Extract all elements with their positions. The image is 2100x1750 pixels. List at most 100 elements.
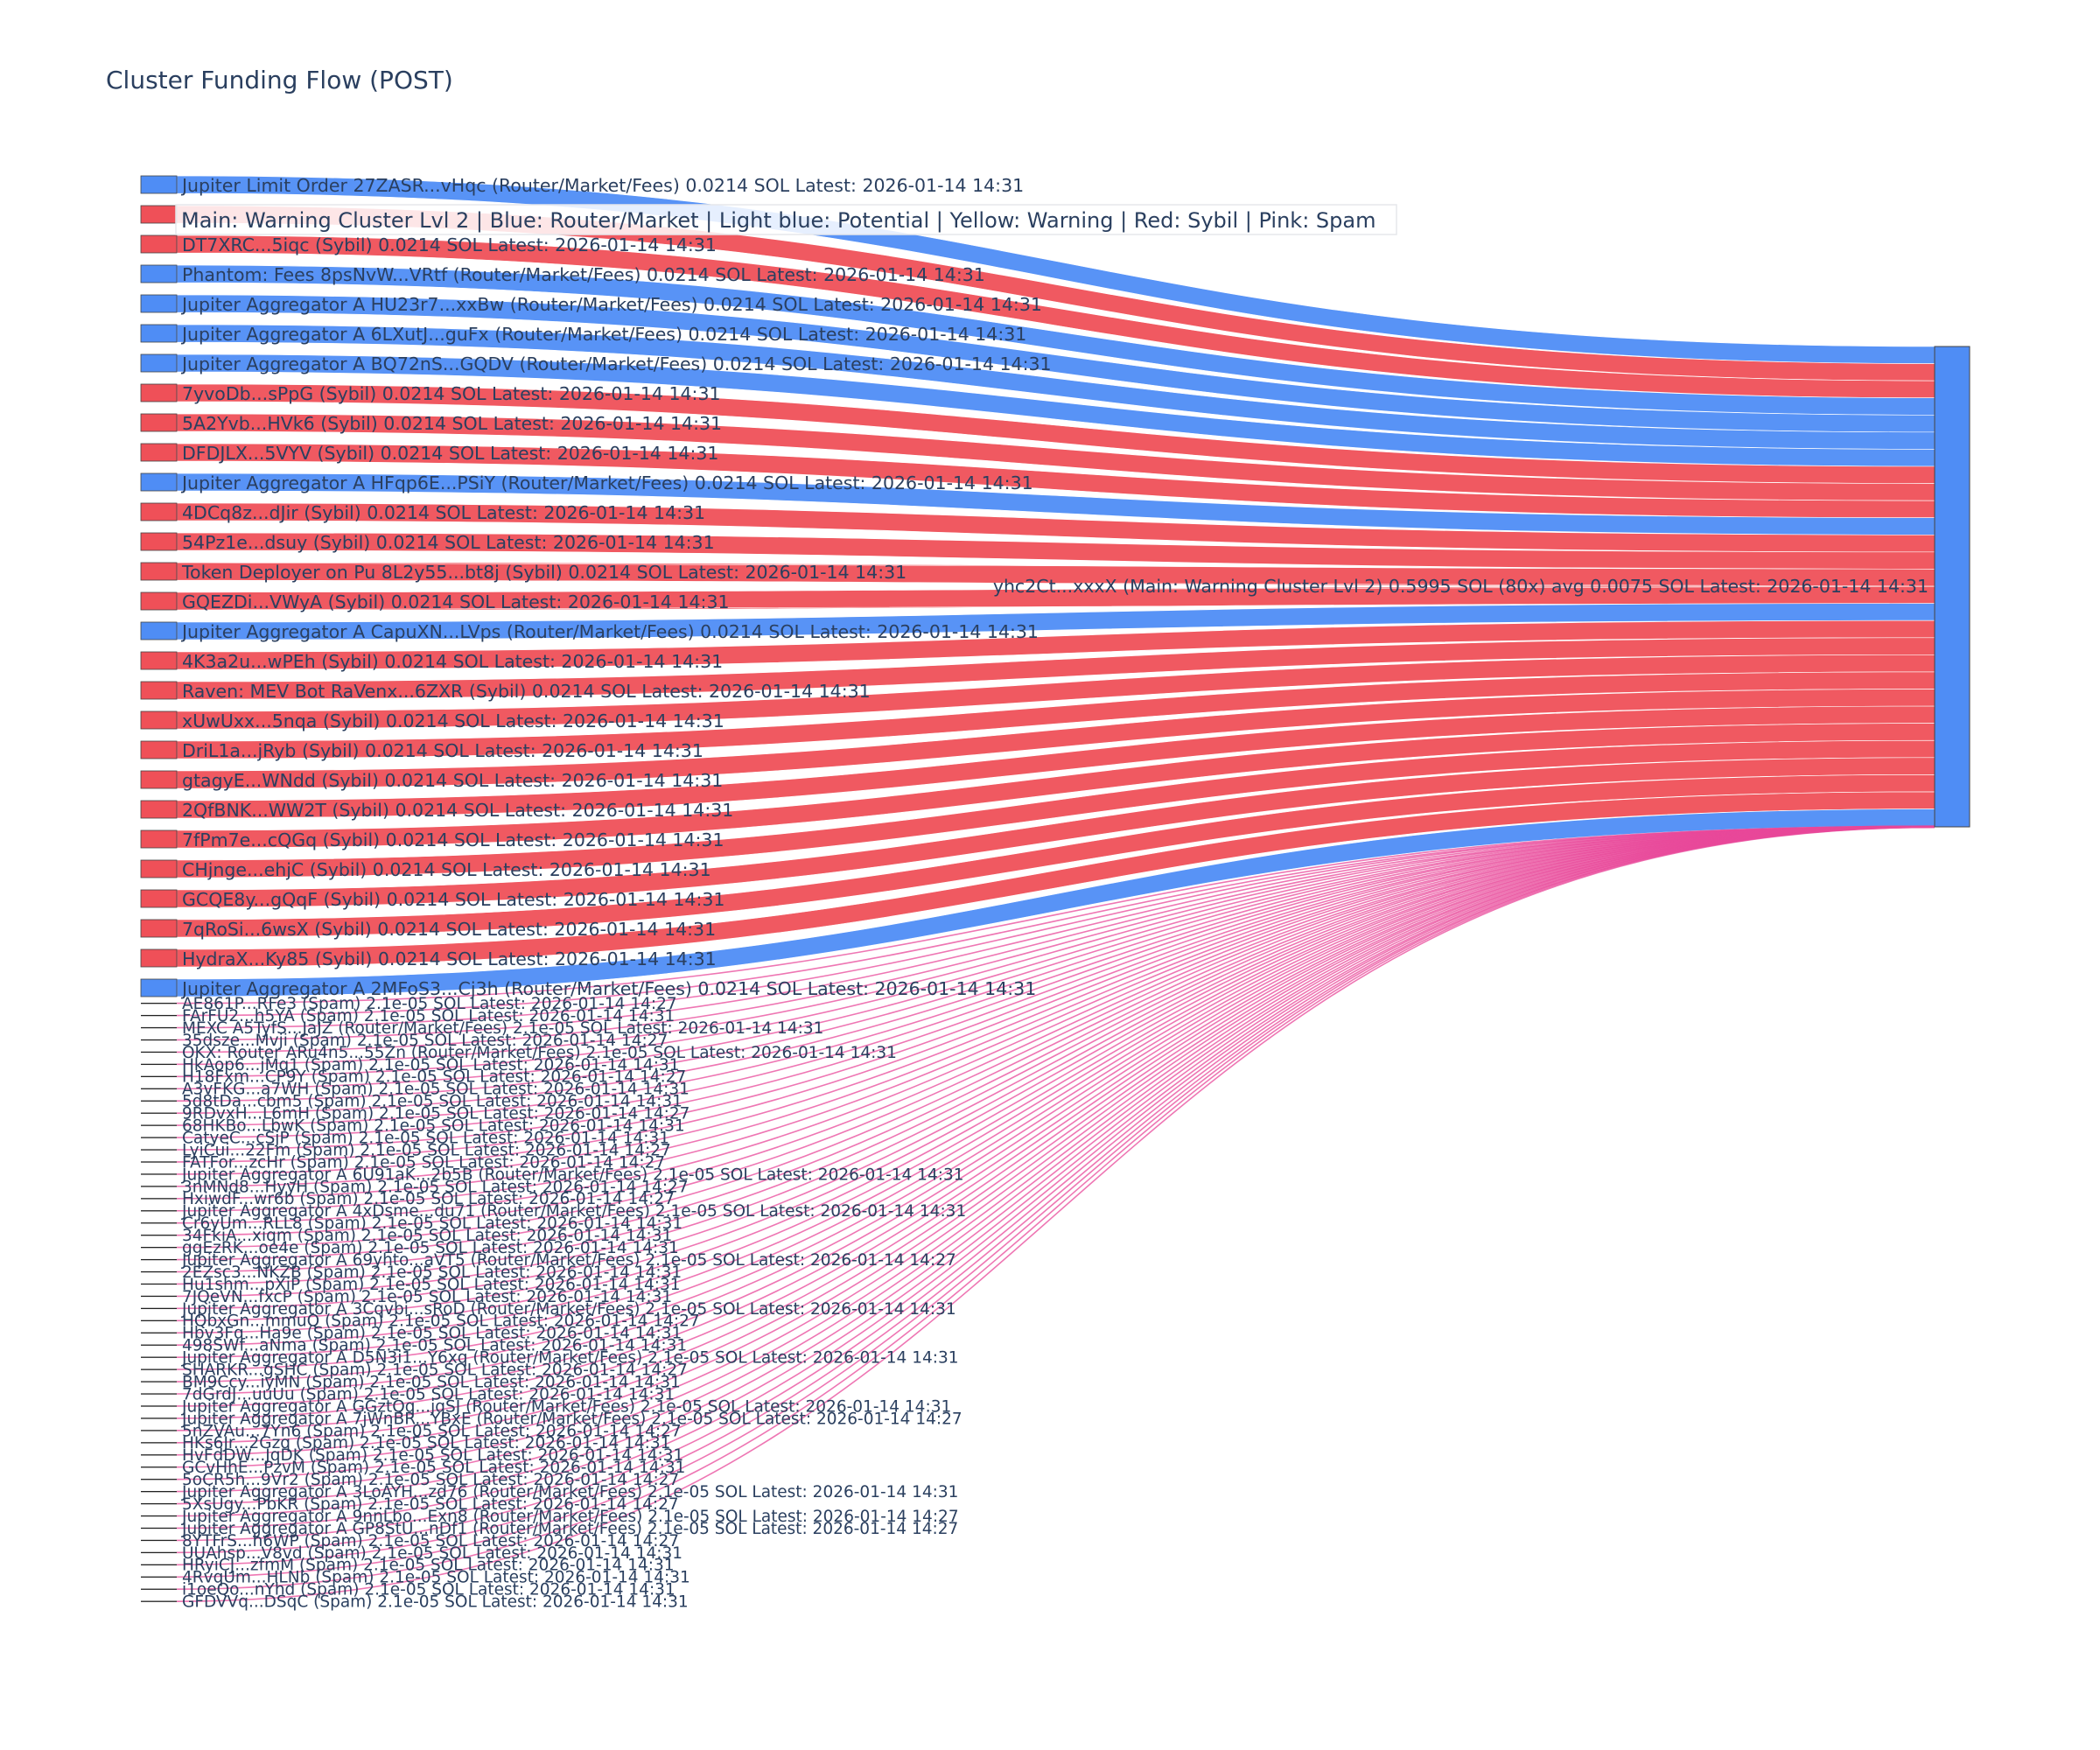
source-node <box>141 1137 177 1138</box>
source-label: GQEZDi...VWyA (Sybil) 0.0214 SOL Latest:… <box>182 592 730 612</box>
source-label: Phantom: Fees 8psNvW...VRtf (Router/Mark… <box>182 264 985 285</box>
flow-link <box>176 826 1936 1432</box>
source-label: 498SWf...aNma (Spam) 2.1e-05 SOL Latest:… <box>182 1337 687 1355</box>
source-label: 7qRoSi...6wsX (Sybil) 0.0214 SOL Latest:… <box>182 919 716 940</box>
source-label: Jupiter Aggregator A D5N3i1...Y6xq (Rout… <box>181 1349 959 1368</box>
flow-link <box>176 825 1936 1029</box>
source-label: 5d8tDa...cbm5 (Spam) 2.1e-05 SOL Latest:… <box>182 1093 682 1111</box>
source-label: Jupiter Aggregator A CapuXN...LVps (Rout… <box>180 621 1039 642</box>
source-label: HkAop6...jMq1 (Spam) 2.1e-05 SOL Latest:… <box>182 1056 679 1074</box>
source-label: Jupiter Aggregator A 3LoAYH...zd76 (Rout… <box>181 1483 958 1502</box>
source-label: UUAhsp...V8vd (Spam) 2.1e-05 SOL Latest:… <box>182 1544 682 1563</box>
source-node <box>140 948 178 968</box>
source-label: Raven: MEV Bot RaVenx...6ZXR (Sybil) 0.0… <box>182 681 871 702</box>
source-node <box>141 1454 177 1456</box>
source-node <box>141 1222 177 1224</box>
source-node <box>141 1551 177 1554</box>
flow-link <box>176 826 1936 1370</box>
flow-links <box>176 175 1936 1602</box>
flow-link <box>176 826 1936 1554</box>
flow-link <box>176 825 1936 1212</box>
source-node <box>140 532 178 551</box>
source-node <box>140 383 178 402</box>
target-node <box>1934 346 1970 828</box>
source-label: CatyeC...cSjP (Spam) 2.1e-05 SOL Latest:… <box>182 1129 669 1147</box>
source-node <box>140 710 178 730</box>
flow-link <box>176 826 1936 1602</box>
source-label: xUwUxx...5nqa (Sybil) 0.0214 SOL Latest:… <box>182 710 724 732</box>
flow-link <box>176 825 1936 1175</box>
flow-link <box>176 825 1936 1322</box>
source-label: 5nZVAu...7Yn6 (Spam) 2.1e-05 SOL Latest:… <box>182 1422 682 1440</box>
source-label: Cr6yUm...RLL8 (Spam) 2.1e-05 SOL Latest:… <box>182 1214 682 1233</box>
source-label: HxiwdF...wr6b (Spam) 2.1e-05 SOL Latest:… <box>182 1190 675 1208</box>
source-label: Token Deployer on Pu 8L2y55...bt8j (Sybi… <box>181 562 906 583</box>
flow-link <box>176 825 1936 1102</box>
source-label: H18Fxm...CP9Y (Spam) 2.1e-05 SOL Latest:… <box>182 1068 686 1087</box>
source-nodes <box>140 175 178 1602</box>
source-label: GFDVVq...DSqC (Spam) 2.1e-05 SOL Latest:… <box>182 1593 689 1612</box>
flow-link <box>176 826 1936 1444</box>
flow-link <box>176 826 1936 1480</box>
source-label: 35dsze...Mvji (Spam) 2.1e-05 SOL Latest:… <box>182 1032 668 1050</box>
source-node <box>141 1149 177 1151</box>
source-label: 7fPm7e...cQGq (Sybil) 0.0214 SOL Latest:… <box>182 830 724 850</box>
source-label: GCvHhE...PzvM (Spam) 2.1e-05 SOL Latest:… <box>182 1459 685 1477</box>
source-label: i1oeQo...nYhd (Spam) 2.1e-05 SOL Latest:… <box>182 1581 676 1600</box>
flow-link <box>176 826 1936 1517</box>
source-label: Jupiter Aggregator A 69yhto...aVT5 (Rout… <box>181 1251 956 1270</box>
source-node <box>141 1173 177 1175</box>
source-node <box>141 1600 177 1602</box>
source-node <box>141 1381 177 1382</box>
source-node <box>141 1014 177 1017</box>
source-label: 34FkiA...xiqm (Spam) 2.1e-05 SOL Latest:… <box>182 1227 672 1245</box>
flow-link <box>176 825 1936 1395</box>
source-node <box>140 413 178 432</box>
flow-link <box>176 825 1936 1187</box>
source-node <box>141 1502 177 1505</box>
source-node <box>141 1247 177 1249</box>
flow-link <box>176 826 1936 1578</box>
source-label: DriL1a...jRyb (Sybil) 0.0214 SOL Latest:… <box>182 740 704 761</box>
source-label: 5XsUgy...PbKR (Spam) 2.1e-05 SOL Latest:… <box>182 1495 679 1514</box>
flow-link <box>176 825 1936 1041</box>
legend-box <box>175 204 1397 235</box>
flow-link <box>176 826 1936 1590</box>
source-label: Jupiter Aggregator A HFqp6E...PSiY (Rout… <box>180 472 1033 494</box>
source-node <box>140 354 178 373</box>
flow-link <box>176 825 1936 1066</box>
flow-link <box>176 825 1936 1249</box>
source-node <box>141 1026 177 1029</box>
source-label: Jupiter Aggregator A 2MFoS3...Cj3h (Rout… <box>180 978 1036 999</box>
source-label: 7JQeVN...fxcP (Spam) 2.1e-05 SOL Latest:… <box>182 1288 672 1306</box>
source-label: Jupiter Aggregator A 6LXutJ...guFx (Rout… <box>180 324 1026 345</box>
source-node <box>141 1295 177 1298</box>
source-label: Hu1shm...pXiP (Spam) 2.1e-05 SOL Latest:… <box>182 1276 681 1294</box>
source-label: HRyiCJ...zfmM (Spam) 2.1e-05 SOL Latest:… <box>182 1557 675 1575</box>
flow-link <box>176 825 1936 1138</box>
source-node <box>141 1344 177 1346</box>
source-node <box>141 1393 177 1395</box>
source-node <box>141 1075 177 1077</box>
flow-link <box>176 825 1936 1285</box>
flow-link <box>176 826 1936 1542</box>
source-node <box>141 1270 177 1273</box>
source-label: Jupiter Aggregator A 4xDsme...du71 (Rout… <box>181 1202 966 1221</box>
source-label: Jupiter Aggregator A GGztQq...jqSJ (Rout… <box>181 1397 951 1416</box>
source-node <box>141 1100 177 1102</box>
source-label: 4K3a2u...wPEh (Sybil) 0.0214 SOL Latest:… <box>182 651 723 672</box>
source-label: Hbv3Fq...Ha9e (Spam) 2.1e-05 SOL Latest:… <box>182 1325 682 1343</box>
flow-link <box>176 826 1936 1468</box>
source-node <box>141 1124 177 1126</box>
source-label: OKX: Router ARu4n5...55Zn (Router/Market… <box>182 1044 897 1062</box>
source-node <box>140 681 178 700</box>
source-label: FATFor...zcHr (Spam) 2.1e-05 SOL Latest:… <box>182 1153 665 1172</box>
source-node <box>141 1161 177 1163</box>
source-node <box>141 1112 177 1114</box>
source-node <box>141 1210 177 1212</box>
source-label: 7yvoDb...sPpG (Sybil) 0.0214 SOL Latest:… <box>182 383 721 404</box>
source-label: LyiCui...22Fm (Spam) 2.1e-05 SOL Latest:… <box>182 1141 671 1159</box>
flow-link <box>176 825 1936 1224</box>
source-node <box>141 1258 177 1261</box>
source-node <box>140 621 178 640</box>
